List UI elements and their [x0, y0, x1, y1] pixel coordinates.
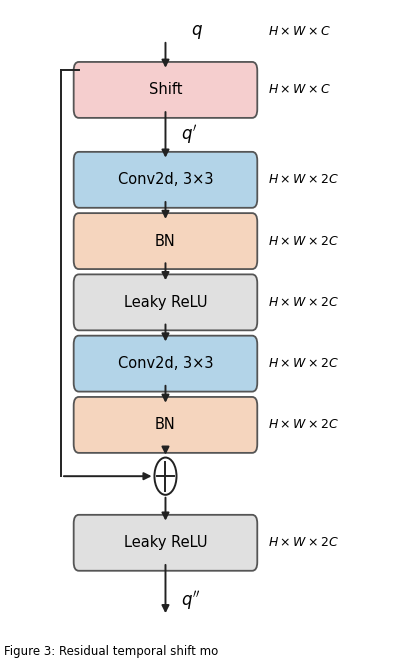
Text: Conv2d, 3×3: Conv2d, 3×3	[118, 356, 213, 371]
FancyBboxPatch shape	[74, 274, 257, 330]
FancyBboxPatch shape	[74, 62, 257, 118]
Text: $q$: $q$	[191, 23, 203, 41]
Text: BN: BN	[155, 234, 176, 248]
FancyBboxPatch shape	[74, 213, 257, 269]
Text: $H\times W\times 2C$: $H\times W\times 2C$	[268, 536, 339, 549]
Text: $H\times W\times 2C$: $H\times W\times 2C$	[268, 296, 339, 309]
Text: Leaky ReLU: Leaky ReLU	[124, 535, 207, 550]
FancyBboxPatch shape	[74, 336, 257, 392]
Text: Shift: Shift	[149, 83, 182, 97]
Text: Figure 3: Residual temporal shift mo: Figure 3: Residual temporal shift mo	[4, 645, 218, 658]
Text: Leaky ReLU: Leaky ReLU	[124, 295, 207, 310]
Text: $H\times W\times C$: $H\times W\times C$	[268, 25, 331, 39]
FancyBboxPatch shape	[74, 152, 257, 208]
Text: $H\times W\times 2C$: $H\times W\times 2C$	[268, 234, 339, 248]
FancyBboxPatch shape	[74, 515, 257, 571]
Text: $q''$: $q''$	[181, 589, 201, 612]
Text: $H\times W\times 2C$: $H\times W\times 2C$	[268, 357, 339, 370]
Text: $H\times W\times C$: $H\times W\times C$	[268, 83, 331, 97]
Text: $q'$: $q'$	[181, 123, 198, 147]
Text: $H\times W\times 2C$: $H\times W\times 2C$	[268, 173, 339, 186]
FancyBboxPatch shape	[74, 397, 257, 453]
Text: BN: BN	[155, 418, 176, 432]
Text: Conv2d, 3×3: Conv2d, 3×3	[118, 172, 213, 187]
Text: $H\times W\times 2C$: $H\times W\times 2C$	[268, 418, 339, 432]
